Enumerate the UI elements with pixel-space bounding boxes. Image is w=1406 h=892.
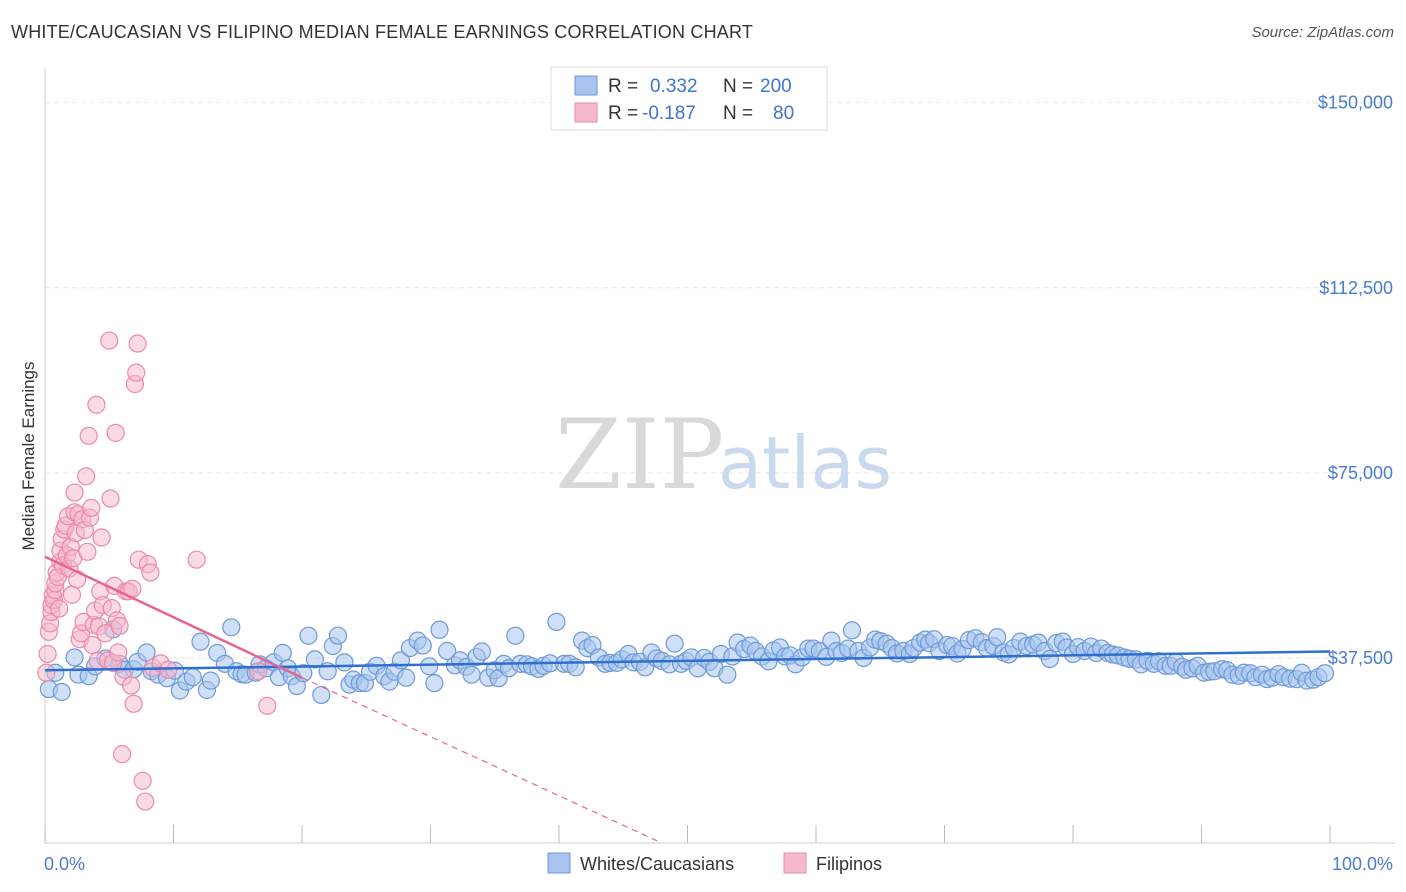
point-filipinos-23 [62,585,82,604]
point-filipinos-43 [87,395,106,414]
point-filipinos-59 [110,616,129,635]
point-filipinos-51 [100,331,119,350]
point-whites-40 [299,626,318,645]
gridlines [45,102,1395,659]
point-whites-169 [1040,649,1059,669]
legend-swatch-whites [574,75,598,96]
point-whites-64 [438,641,457,661]
point-whites-35 [273,643,292,663]
bottom-legend-swatch-filipinos [783,852,807,874]
point-whites-3 [65,648,84,667]
legend-n-label-filipinos: N = [723,103,753,124]
point-filipinos-69 [128,334,147,353]
point-filipinos-35 [77,467,96,486]
point-whites-70 [472,642,491,661]
point-whites-23 [201,671,220,690]
trendline-filipinos-extension [301,677,663,844]
point-whites-13 [137,643,156,662]
x-tick-label-0: 0.0% [44,854,85,874]
point-filipinos-49 [96,624,115,643]
trendlines [44,555,1331,844]
x-tick-labels: 0.0% 100.0% [44,854,1393,874]
x-tick-label-1: 100.0% [1332,854,1393,874]
point-filipinos-64 [121,676,141,695]
source-credit: Source: ZipAtlas.com [1251,24,1394,41]
point-filipinos-26 [65,483,84,502]
y-tick-label-1: $75,000 [1328,463,1393,483]
series-filipinos-points [37,331,277,811]
y-axis-title: Median Female Earnings [19,362,38,551]
bottom-legend-swatch-whites [547,852,571,874]
point-filipinos-0 [37,663,56,682]
point-whites-63 [430,620,449,639]
axes [44,68,1395,844]
point-filipinos-52 [101,489,120,508]
point-whites-2 [52,682,71,702]
point-whites-217 [1315,664,1334,683]
legend-r-label-filipinos: R = [608,103,638,124]
point-whites-112 [718,665,737,684]
point-whites-60 [413,636,432,655]
legend-swatch-filipinos [574,102,598,123]
point-filipinos-56 [106,423,125,442]
bottom-legend-label-filipinos: Filipinos [816,854,882,874]
bottom-legend-label-whites: Whites/Caucasians [580,854,734,874]
point-whites-45 [328,626,348,645]
point-whites-76 [506,626,525,645]
watermark-atlas: atlas [718,421,892,505]
point-whites-41 [305,650,324,669]
trendline-whites [44,650,1331,672]
point-filipinos-47 [92,528,111,547]
legend-n-value-whites: 200 [760,76,792,97]
point-whites-134 [842,621,862,640]
legend-n-value-filipinos: 80 [773,103,794,124]
point-filipinos-80 [258,696,277,715]
point-filipinos-58 [109,643,128,662]
point-whites-62 [425,673,444,693]
point-whites-83 [547,612,566,631]
y-tick-label-0: $37,500 [1328,648,1393,668]
legend-r-value-whites: 0.332 [650,76,698,97]
legend-r-value-filipinos: -0.187 [642,103,696,124]
chart-title: WHITE/CAUCASIAN VS FILIPINO MEDIAN FEMAL… [11,22,754,42]
point-filipinos-1 [38,644,57,664]
point-whites-20 [183,668,202,687]
point-whites-46 [335,653,354,672]
point-filipinos-68 [127,363,146,382]
point-whites-61 [420,657,439,676]
point-whites-21 [191,632,210,651]
point-whites-57 [396,668,416,687]
point-whites-103 [665,634,684,653]
watermark: ZIP atlas [555,399,892,511]
point-filipinos-37 [79,426,98,445]
point-filipinos-71 [133,771,152,790]
point-filipinos-79 [249,662,268,681]
legend-box: R = 0.332 N = 200 R = -0.187 N = 80 [550,66,828,131]
y-tick-label-2: $112,500 [1319,278,1393,298]
legend-r-label-whites: R = [608,76,638,97]
point-filipinos-60 [112,745,132,764]
y-tick-labels: $37,500 $75,000 $112,500 $150,000 [1318,93,1393,668]
point-filipinos-12 [50,599,69,618]
point-filipinos-74 [141,563,160,582]
watermark-zip: ZIP [555,399,724,511]
bottom-legend: Whites/Caucasians Filipinos [547,852,882,874]
point-filipinos-78 [187,550,206,569]
legend-n-label-whites: N = [723,76,753,97]
point-filipinos-36 [78,542,97,561]
point-filipinos-39 [82,498,101,517]
point-filipinos-66 [124,694,143,713]
point-whites-160 [988,628,1007,647]
point-whites-68 [462,665,481,684]
point-whites-42 [312,685,331,705]
point-whites-26 [222,618,241,637]
y-tick-label-3: $150,000 [1318,93,1393,113]
point-filipinos-72 [136,792,155,811]
trendline-filipinos [44,555,303,679]
